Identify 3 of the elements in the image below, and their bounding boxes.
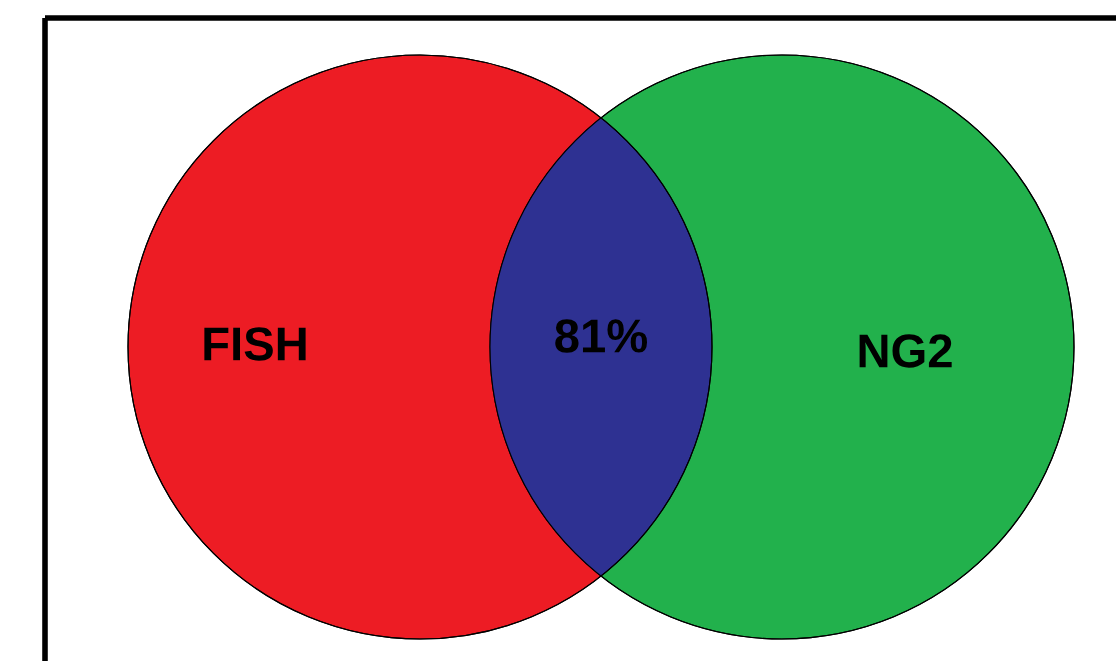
category-label: FISH xyxy=(204,327,306,361)
data-label: 81% xyxy=(555,319,648,353)
category-label: NG2 xyxy=(859,334,952,368)
